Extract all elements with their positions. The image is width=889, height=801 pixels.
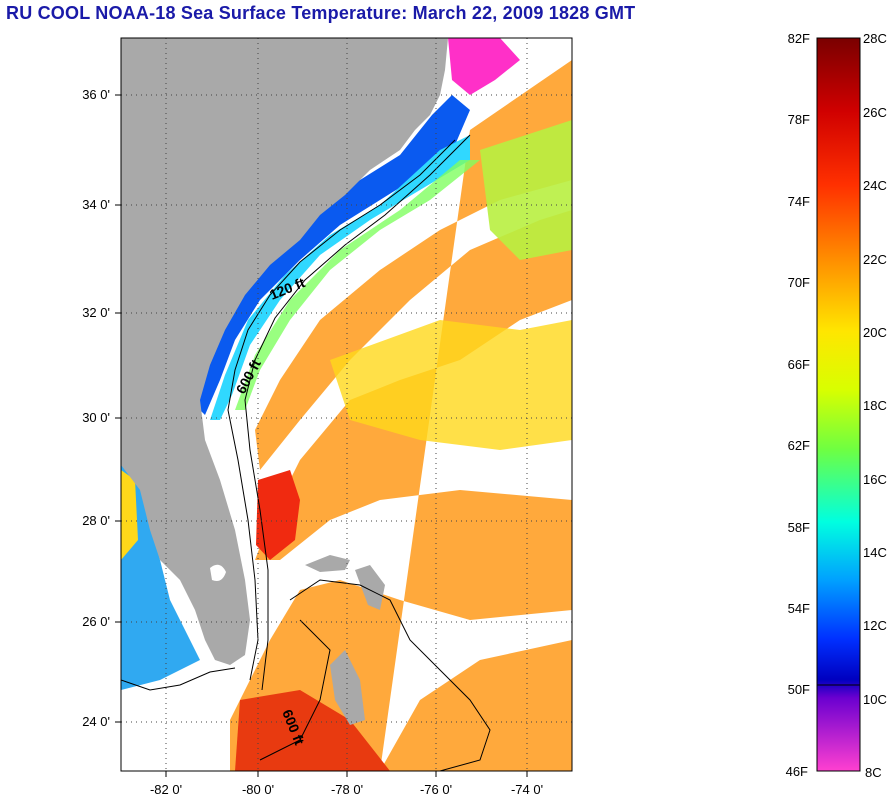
map-title: RU COOL NOAA-18 Sea Surface Temperature:… <box>6 3 636 23</box>
lat-label-30: 30 0' <box>82 410 110 425</box>
colorbar-f-66: 66F <box>788 357 810 372</box>
colorbar-f-70: 70F <box>788 275 810 290</box>
warm-core-patch <box>256 470 300 560</box>
andros-island <box>330 650 365 725</box>
colorbar-c-26: 26C <box>863 105 887 120</box>
colorbar-c-12: 12C <box>863 618 887 633</box>
colorbar-c-8: 8C <box>865 765 882 780</box>
abaco-island <box>355 565 385 610</box>
lon-label-82: -82 0' <box>150 782 182 797</box>
colorbar-c-28: 28C <box>863 31 887 46</box>
colorbar-c-24: 24C <box>863 178 887 193</box>
lat-label-26: 26 0' <box>82 614 110 629</box>
colorbar-c-16: 16C <box>863 472 887 487</box>
colorbar-c-22: 22C <box>863 252 887 267</box>
bahamas-warm-water <box>235 690 390 771</box>
colorbar-c-18: 18C <box>863 398 887 413</box>
lon-label-74: -74 0' <box>511 782 543 797</box>
sst-map <box>121 38 572 771</box>
lat-label-32: 32 0' <box>82 305 110 320</box>
colorbar-c-10: 10C <box>863 692 887 707</box>
axis-ticks <box>115 94 528 777</box>
land-mass <box>121 38 448 665</box>
lat-label-24: 24 0' <box>82 714 110 729</box>
grand-bahama-island <box>305 555 350 572</box>
lat-label-34: 34 0' <box>82 197 110 212</box>
colorbar-f-74: 74F <box>788 194 810 209</box>
shelf-cyan-water <box>210 135 470 420</box>
colorbar-c-20: 20C <box>863 325 887 340</box>
lon-label-76: -76 0' <box>420 782 452 797</box>
cape-hatteras-magenta-water <box>448 38 520 95</box>
colorbar-c-14: 14C <box>863 545 887 560</box>
bahamas-bank-contour <box>259 579 491 771</box>
shelf-cold-water <box>195 95 470 415</box>
lat-label-28: 28 0' <box>82 513 110 528</box>
contour-120ft <box>227 139 456 681</box>
colorbar-f-78: 78F <box>788 112 810 127</box>
florida-keys-contour <box>121 667 236 691</box>
colorbar-f-62: 62F <box>788 438 810 453</box>
colorbar-f-46: 46F <box>786 764 808 779</box>
gulf-coast-water <box>121 460 200 690</box>
northeast-green-water <box>480 120 572 260</box>
temperature-colorbar <box>816 37 861 772</box>
contour-600ft <box>244 134 471 691</box>
gulf-warm-water <box>121 470 138 560</box>
lat-label-36: 36 0' <box>82 87 110 102</box>
lon-label-78: -78 0' <box>331 782 363 797</box>
colorbar-f-54: 54F <box>788 601 810 616</box>
lake-okeechobee <box>210 564 226 581</box>
graticule <box>121 38 572 771</box>
colorbar-f-58: 58F <box>788 520 810 535</box>
colorbar-f-50: 50F <box>788 682 810 697</box>
colorbar-f-82: 82F <box>788 31 810 46</box>
lon-label-80: -80 0' <box>242 782 274 797</box>
